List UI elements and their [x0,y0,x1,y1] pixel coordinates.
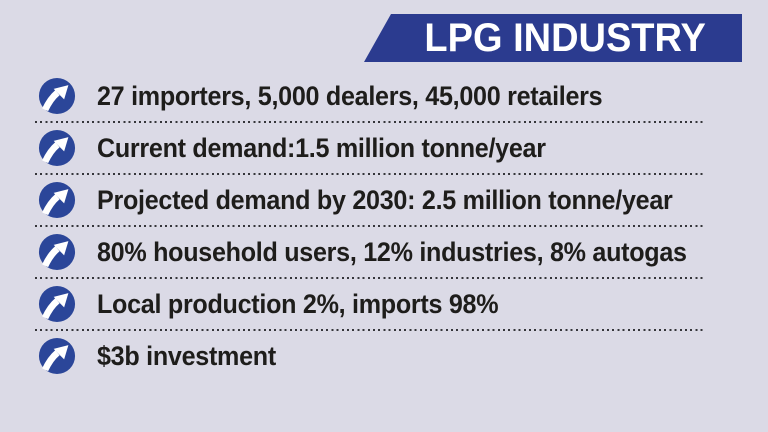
fact-text: 80% household users, 12% industries, 8% … [97,236,687,267]
arrow-up-right-circle-icon [38,129,76,167]
arrow-up-right-circle-icon [38,77,76,115]
page-title: LPG INDUSTRY [424,15,706,60]
fact-text: 27 importers, 5,000 dealers, 45,000 reta… [97,80,603,111]
dotted-divider [35,277,705,279]
arrow-up-right-circle-icon [38,285,76,323]
dotted-divider [35,121,705,123]
fact-text: Local production 2%, imports 98% [97,288,499,319]
arrow-up-right-circle-icon [38,337,76,375]
fact-row: $3b investment [0,331,768,381]
fact-row: Current demand:1.5 million tonne/year [0,123,768,173]
fact-row: 80% household users, 12% industries, 8% … [0,227,768,277]
dotted-divider [35,173,705,175]
arrow-up-right-circle-icon [38,181,76,219]
dotted-divider [35,329,705,331]
arrow-up-right-circle-icon [38,233,76,271]
fact-row: Projected demand by 2030: 2.5 million to… [0,175,768,225]
fact-row: Local production 2%, imports 98% [0,279,768,329]
fact-text: Current demand:1.5 million tonne/year [97,132,546,163]
title-banner: LPG INDUSTRY [364,14,742,62]
fact-list: 27 importers, 5,000 dealers, 45,000 reta… [0,71,768,381]
dotted-divider [35,225,705,227]
fact-text: Projected demand by 2030: 2.5 million to… [97,184,673,215]
fact-row: 27 importers, 5,000 dealers, 45,000 reta… [0,71,768,121]
fact-text: $3b investment [97,340,276,371]
